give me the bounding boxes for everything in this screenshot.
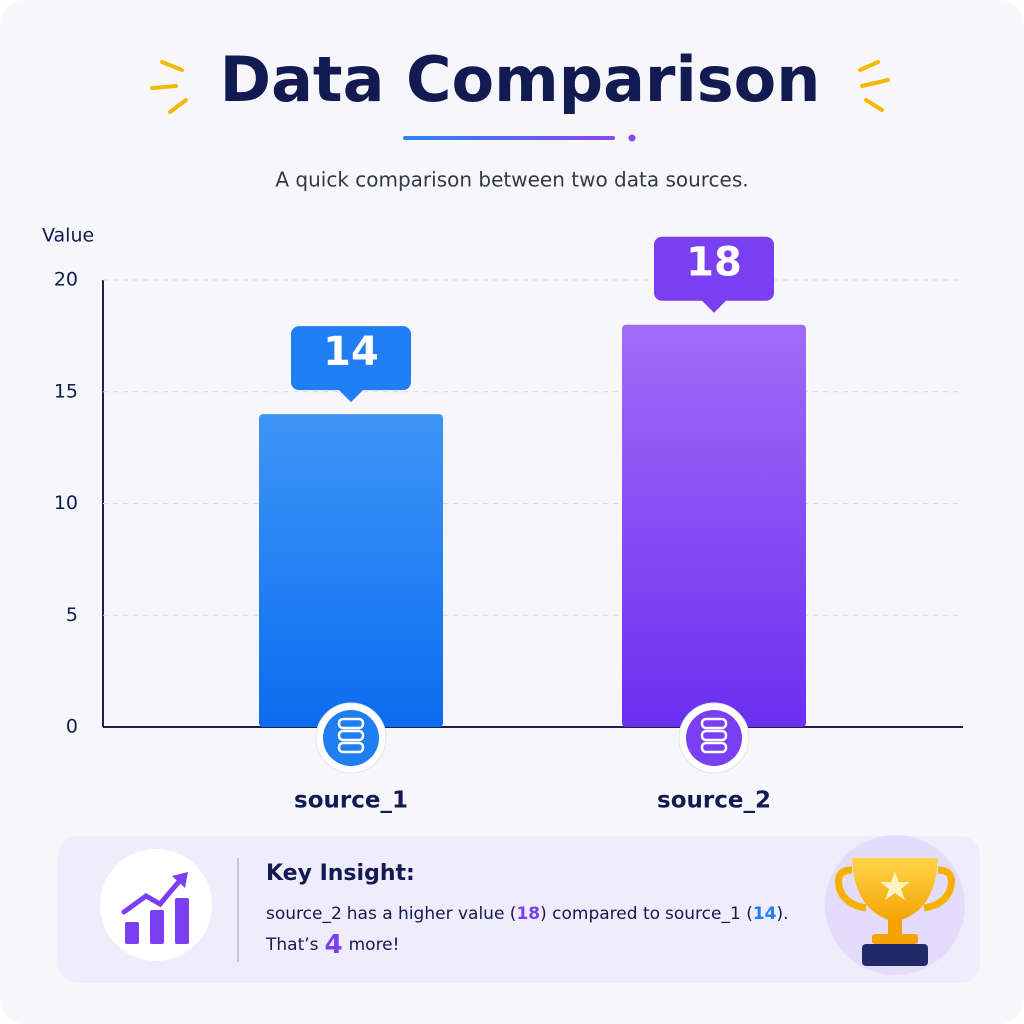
insight-box bbox=[58, 836, 980, 983]
subtitle: A quick comparison between two data sour… bbox=[275, 168, 748, 192]
insight-text: source_1 bbox=[665, 904, 741, 924]
bar bbox=[622, 324, 806, 727]
insight-text: 18 bbox=[516, 904, 540, 924]
insight-line: That’s 4 more! bbox=[265, 930, 399, 960]
insight-text: more! bbox=[349, 935, 400, 955]
database-disk bbox=[700, 717, 728, 730]
database-disk bbox=[337, 741, 365, 754]
insight-text: ) compared to bbox=[540, 904, 660, 924]
insight-text: source_2 bbox=[266, 904, 342, 924]
x-tick-label: source_1 bbox=[294, 788, 408, 814]
value-label: 14 bbox=[323, 329, 379, 375]
bar bbox=[259, 414, 443, 727]
y-tick-label: 0 bbox=[66, 716, 78, 738]
value-callout bbox=[654, 236, 774, 313]
y-tick-label: 15 bbox=[54, 380, 78, 402]
insight-heading: Key Insight: bbox=[266, 861, 415, 886]
database-disk bbox=[700, 741, 728, 754]
insight-icon bbox=[121, 872, 189, 944]
y-tick-label: 10 bbox=[54, 492, 78, 514]
insight-text: has a higher value ( bbox=[347, 904, 517, 924]
value-callout bbox=[291, 326, 411, 403]
y-tick-label: 5 bbox=[66, 604, 78, 626]
sparkle bbox=[150, 60, 890, 114]
chart-title: Data Comparison bbox=[220, 43, 821, 116]
insight-icon-bg bbox=[100, 849, 212, 961]
trophy bbox=[835, 858, 955, 966]
insight-text: 4 bbox=[325, 930, 343, 960]
insight-text: ). bbox=[777, 904, 789, 924]
database-disk bbox=[700, 729, 728, 742]
x-tick-label: source_2 bbox=[657, 788, 771, 814]
title-underline bbox=[403, 136, 615, 140]
y-axis-label: Value bbox=[42, 225, 94, 247]
insight-text: ( bbox=[741, 904, 753, 924]
value-label: 18 bbox=[686, 240, 742, 286]
insight-text: That’s bbox=[265, 935, 319, 955]
category-icon bbox=[323, 710, 379, 766]
insight-line: source_2 has a higher value (18) compared… bbox=[266, 904, 789, 924]
database-disk bbox=[337, 717, 365, 730]
y-tick-label: 20 bbox=[54, 269, 78, 291]
underline-dot bbox=[628, 134, 636, 142]
category-icon bbox=[686, 710, 742, 766]
insight-text: 14 bbox=[753, 904, 777, 924]
database-disk bbox=[337, 729, 365, 742]
